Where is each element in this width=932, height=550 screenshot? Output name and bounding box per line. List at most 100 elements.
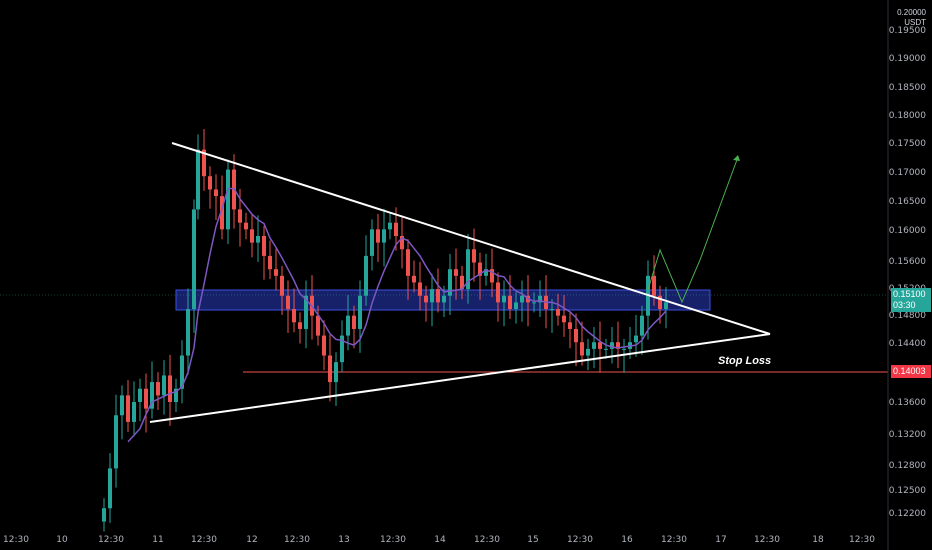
moving-average-line (127, 187, 667, 443)
candle-body (436, 289, 440, 303)
time-tick-label: 12 (246, 535, 257, 545)
candle-body (358, 295, 362, 329)
current-price-value: 0.15100 (893, 289, 926, 299)
candle-body (556, 309, 560, 316)
candle-body (616, 342, 620, 349)
price-tick-label: 0.12800 (889, 461, 926, 471)
candle-body (568, 322, 572, 329)
price-tick-label: 0.17000 (889, 168, 926, 178)
time-tick-label: 16 (621, 535, 633, 545)
price-tick-label: 0.15600 (889, 257, 926, 267)
candle-body (610, 342, 614, 349)
price-tick-label: 0.13200 (889, 430, 926, 440)
candle-body (322, 335, 326, 356)
candle-body (250, 229, 254, 243)
candle-body (192, 209, 196, 310)
currency-label: USDT (904, 18, 926, 27)
candle-body (598, 342, 602, 349)
candle-body (442, 295, 446, 303)
candle-body (376, 229, 380, 243)
candle-body (220, 196, 224, 230)
price-tick-label: 0.16500 (889, 197, 926, 207)
candlestick-series (102, 129, 668, 532)
candle-body (430, 289, 434, 303)
price-tick-label: 0.19000 (889, 54, 926, 64)
time-tick-label: 12:30 (661, 535, 687, 545)
candle-body (144, 388, 148, 409)
time-tick-label: 10 (56, 535, 68, 545)
axis-top-price: 0.20000 (897, 8, 926, 17)
time-tick-label: 12:30 (3, 535, 29, 545)
time-tick-label: 15 (527, 535, 538, 545)
time-tick-label: 14 (434, 535, 446, 545)
price-tick-label: 0.16000 (889, 226, 926, 236)
candle-body (394, 222, 398, 236)
candle-body (150, 382, 154, 409)
candle-body (640, 315, 644, 336)
candle-body (418, 282, 422, 296)
candle-body (580, 342, 584, 356)
candle-body (466, 249, 470, 290)
price-tick-label: 0.19500 (889, 26, 926, 36)
candle-body (412, 275, 416, 283)
projection-arrowhead (733, 155, 740, 161)
candle-body (490, 269, 494, 283)
candle-body (346, 315, 350, 336)
candle-body (604, 348, 608, 350)
candle-body (114, 415, 118, 469)
candle-body (562, 315, 566, 323)
candle-body (102, 508, 106, 522)
candle-body (156, 382, 160, 396)
candle-body (538, 295, 542, 303)
candle-body (634, 335, 638, 343)
candle-body (514, 302, 518, 310)
candle-body (162, 375, 166, 396)
candle-body (496, 282, 500, 303)
candle-body (168, 375, 172, 402)
candle-body (532, 302, 536, 304)
candle-body (196, 149, 200, 210)
time-tick-label: 12:30 (567, 535, 593, 545)
stop-loss-label: Stop Loss (718, 355, 772, 367)
candle-body (292, 309, 296, 323)
candle-body (304, 295, 308, 329)
current-price-tag: 0.15100 03:30 (891, 288, 931, 312)
candle-body (340, 335, 344, 363)
candle-body (622, 348, 626, 350)
candle-body (274, 269, 278, 276)
candle-body (484, 269, 488, 276)
price-tick-label: 0.12200 (889, 509, 926, 519)
candle-body (186, 309, 190, 356)
time-tick-label: 12:30 (849, 535, 875, 545)
candle-body (550, 309, 554, 311)
candle-body (508, 295, 512, 310)
descending-trendline[interactable] (171, 142, 771, 335)
candle-body (226, 169, 230, 230)
candle-body (280, 275, 284, 296)
candle-body (132, 402, 136, 422)
candle-body (388, 222, 392, 230)
candle-body (478, 262, 482, 276)
time-tick-label: 18 (812, 535, 824, 545)
price-tick-label: 0.17500 (889, 139, 926, 149)
time-tick-label: 12:30 (284, 535, 310, 545)
price-tick-label: 0.18500 (889, 83, 926, 93)
time-tick-label: 12:30 (380, 535, 406, 545)
candle-body (454, 269, 458, 276)
candle-body (364, 255, 368, 296)
candle-body (268, 255, 272, 270)
candle-body (316, 315, 320, 336)
candle-body (574, 328, 578, 343)
time-tick-label: 12:30 (754, 535, 780, 545)
candle-body (238, 209, 242, 223)
countdown-timer: 03:30 (893, 300, 916, 310)
projection-arrow[interactable] (647, 156, 739, 304)
candle-body (460, 275, 464, 290)
candle-body (424, 295, 428, 303)
candle-body (472, 249, 476, 263)
price-tick-label: 0.12500 (889, 486, 926, 496)
candle-body (652, 275, 656, 296)
time-tick-label: 13 (338, 535, 349, 545)
ascending-trendline[interactable] (149, 333, 771, 423)
